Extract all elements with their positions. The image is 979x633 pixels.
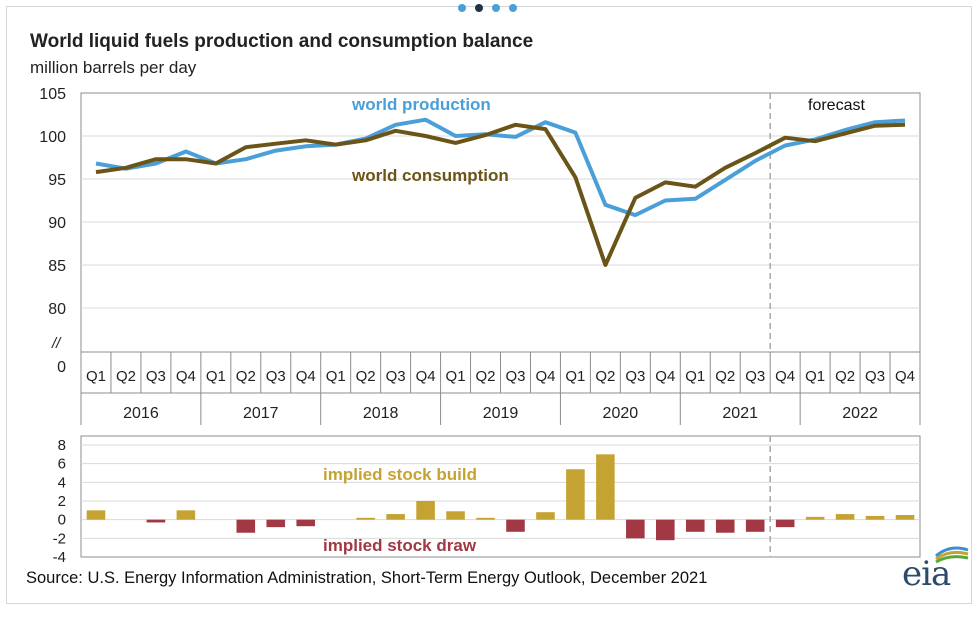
x-tick-year-label: 2020 — [603, 405, 639, 422]
y-tick-label: 80 — [48, 301, 66, 318]
eia-logo-swoosh-icon — [935, 546, 969, 564]
x-tick-quarter-label: Q4 — [176, 368, 196, 385]
balance-bar — [236, 519, 256, 533]
balance-y-tick-label: 8 — [58, 437, 66, 454]
x-tick-quarter-label: Q3 — [386, 368, 406, 385]
balance-bar — [266, 519, 286, 528]
balance-bar — [775, 519, 795, 528]
balance-bar — [596, 454, 615, 520]
x-tick-quarter-label: Q1 — [446, 368, 466, 385]
balance-bar — [715, 519, 735, 533]
balance-bar — [506, 519, 525, 532]
pager-dot-2[interactable] — [475, 4, 483, 12]
series-label-production: world production — [351, 95, 491, 114]
balance-bar — [865, 515, 885, 520]
balance-bar — [386, 514, 405, 520]
balance-bar — [835, 514, 855, 520]
y-tick-label-zero: 0 — [57, 359, 66, 376]
x-tick-quarter-label: Q1 — [326, 368, 346, 385]
y-tick-label: 95 — [48, 172, 66, 189]
x-tick-quarter-label: Q3 — [146, 368, 166, 385]
chart-frame — [6, 6, 972, 604]
x-tick-quarter-label: Q4 — [775, 368, 795, 385]
pager-dots — [458, 4, 517, 12]
x-tick-quarter-label: Q4 — [416, 368, 436, 385]
balance-bar — [86, 510, 106, 520]
x-tick-quarter-label: Q1 — [805, 368, 825, 385]
balance-bar — [656, 519, 675, 541]
balance-bar — [446, 511, 465, 520]
balance-bar — [356, 517, 375, 520]
y-tick-label: 85 — [48, 258, 66, 275]
x-tick-quarter-label: Q2 — [236, 368, 256, 385]
balance-bar — [416, 501, 435, 520]
x-tick-quarter-label: Q2 — [356, 368, 376, 385]
x-tick-quarter-label: Q2 — [715, 368, 735, 385]
x-tick-quarter-label: Q4 — [535, 368, 555, 385]
balance-bar — [176, 510, 196, 520]
source-note: Source: U.S. Energy Information Administ… — [26, 569, 708, 587]
series-label-consumption: world consumption — [351, 166, 509, 185]
implied-stock-draw-label: implied stock draw — [323, 536, 477, 555]
x-tick-quarter-label: Q3 — [625, 368, 645, 385]
chart-subtitle: million barrels per day — [30, 58, 197, 77]
balance-bar — [895, 515, 915, 520]
y-tick-label: 100 — [39, 129, 66, 146]
x-tick-year-label: 2016 — [123, 405, 159, 422]
x-tick-quarter-label: Q3 — [745, 368, 765, 385]
chart-title: World liquid fuels production and consum… — [30, 31, 534, 52]
x-tick-year-label: 2017 — [243, 405, 279, 422]
eia-logo: eia — [902, 542, 972, 596]
x-tick-year-label: 2018 — [363, 405, 399, 422]
axis-break-mark: // — [51, 335, 62, 352]
implied-stock-build-label: implied stock build — [323, 465, 477, 484]
x-tick-quarter-label: Q2 — [476, 368, 496, 385]
x-tick-year-label: 2022 — [842, 405, 878, 422]
world-production-line — [95, 117, 906, 218]
x-tick-quarter-label: Q3 — [865, 368, 885, 385]
balance-bar — [685, 519, 705, 532]
x-tick-quarter-label: Q1 — [565, 368, 585, 385]
balance-y-tick-label: 0 — [58, 512, 66, 529]
x-tick-quarter-label: Q2 — [835, 368, 855, 385]
x-tick-quarter-label: Q2 — [116, 368, 136, 385]
balance-y-tick-label: 6 — [58, 456, 66, 473]
balance-y-tick-label: -4 — [53, 549, 66, 566]
balance-plot-frame — [80, 435, 921, 558]
x-tick-quarter-label: Q2 — [595, 368, 615, 385]
balance-bar — [805, 516, 825, 520]
balance-bar — [536, 512, 555, 520]
balance-y-tick-label: 4 — [58, 474, 66, 491]
balance-bar — [626, 519, 645, 539]
balance-bar — [146, 519, 166, 523]
balance-y-tick-label: 2 — [58, 493, 66, 510]
x-tick-quarter-label: Q3 — [505, 368, 525, 385]
forecast-label: forecast — [808, 97, 865, 114]
balance-bar — [566, 469, 585, 520]
balance-y-tick-label: -2 — [53, 530, 66, 547]
pager-dot-3[interactable] — [492, 4, 500, 12]
pager-dot-1[interactable] — [458, 4, 466, 12]
x-tick-quarter-label: Q4 — [895, 368, 915, 385]
y-tick-label: 105 — [39, 86, 66, 103]
x-tick-quarter-label: Q4 — [296, 368, 316, 385]
x-tick-quarter-label: Q1 — [86, 368, 106, 385]
balance-bar — [476, 517, 495, 520]
world-consumption-line — [95, 122, 906, 267]
balance-bar — [296, 519, 316, 527]
balance-bar — [745, 519, 765, 532]
x-tick-quarter-label: Q3 — [266, 368, 286, 385]
pager-dot-4[interactable] — [509, 4, 517, 12]
x-tick-quarter-label: Q1 — [206, 368, 226, 385]
eia-logo-text: eia — [902, 554, 951, 594]
x-tick-quarter-label: Q4 — [655, 368, 675, 385]
y-tick-label: 90 — [48, 215, 66, 232]
x-tick-quarter-label: Q1 — [685, 368, 705, 385]
x-tick-year-label: 2019 — [483, 405, 519, 422]
x-tick-year-label: 2021 — [722, 405, 758, 422]
